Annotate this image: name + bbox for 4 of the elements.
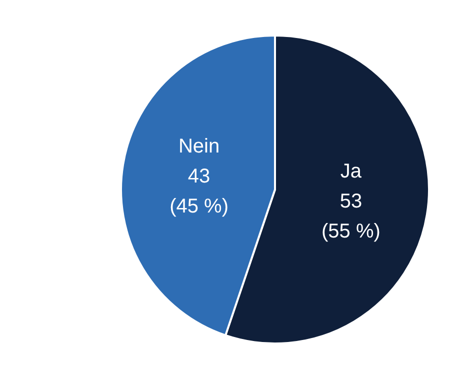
slice-label: Nein — [178, 135, 220, 158]
data-label: 53 (55 %) — [322, 190, 380, 243]
data-label: 43 (45 %) — [170, 165, 228, 218]
slice-label: Ja — [340, 160, 362, 183]
